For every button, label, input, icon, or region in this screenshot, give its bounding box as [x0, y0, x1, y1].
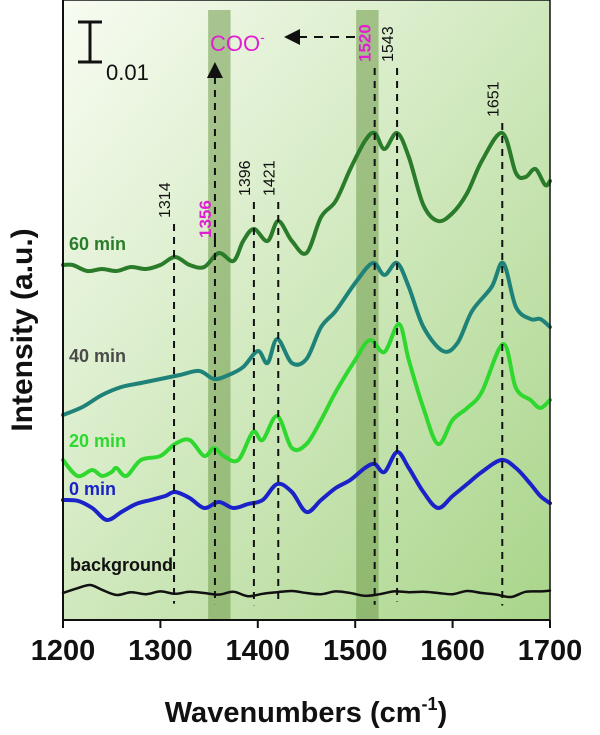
x-axis-ticks: 1200 1300 1400 1500 1600 1700 — [31, 620, 583, 667]
series-label-20-min: 20 min — [69, 431, 126, 451]
peak-label-1396: 1396 — [237, 160, 254, 196]
x-tick-label-1700: 1700 — [518, 635, 583, 667]
series-line-background — [61, 583, 552, 599]
plot-area-background — [63, 0, 550, 620]
plot-frame — [62, 0, 551, 621]
peak-label-1314: 1314 — [157, 182, 174, 218]
peak-label-1520: 1520 — [356, 24, 375, 62]
series-line-0-min — [61, 450, 552, 523]
series-label-0-min: 0 min — [69, 479, 116, 499]
peak-label-1356: 1356 — [196, 200, 215, 238]
x-tick-label-1300: 1300 — [128, 635, 193, 667]
series-label-background: background — [70, 555, 173, 575]
series-label-40-min: 40 min — [69, 346, 126, 366]
spectra-series — [61, 130, 552, 599]
x-tick-label-1600: 1600 — [420, 635, 485, 667]
highlight-band-1356 — [208, 10, 231, 620]
x-axis-label: Wavenumbers (cm-1) — [165, 694, 447, 729]
highlight-band-1520 — [356, 10, 379, 620]
series-line-20-min — [61, 321, 552, 479]
x-tick-label-1200: 1200 — [31, 635, 96, 667]
peak-label-1421: 1421 — [261, 160, 278, 196]
y-axis-label: Intensity (a.u.) — [6, 228, 39, 431]
x-tick-label-1500: 1500 — [323, 635, 388, 667]
scale-bar-label: 0.01 — [106, 60, 149, 85]
series-line-60-min — [61, 130, 552, 274]
peak-label-1651: 1651 — [485, 81, 502, 117]
peak-label-1543: 1543 — [380, 26, 397, 62]
series-label-60-min: 60 min — [69, 234, 126, 254]
x-tick-label-1400: 1400 — [226, 635, 291, 667]
peak-markers: 1314 1356 1396 1421 1520 1543 1651 — [157, 24, 504, 606]
annotations: 0.01 COO- 60 min 40 min 20 min 0 min backgroun… — [69, 20, 355, 575]
highlight-bands — [208, 10, 379, 620]
series-line-40-min — [61, 260, 552, 417]
coo-label: COO- — [210, 29, 265, 56]
